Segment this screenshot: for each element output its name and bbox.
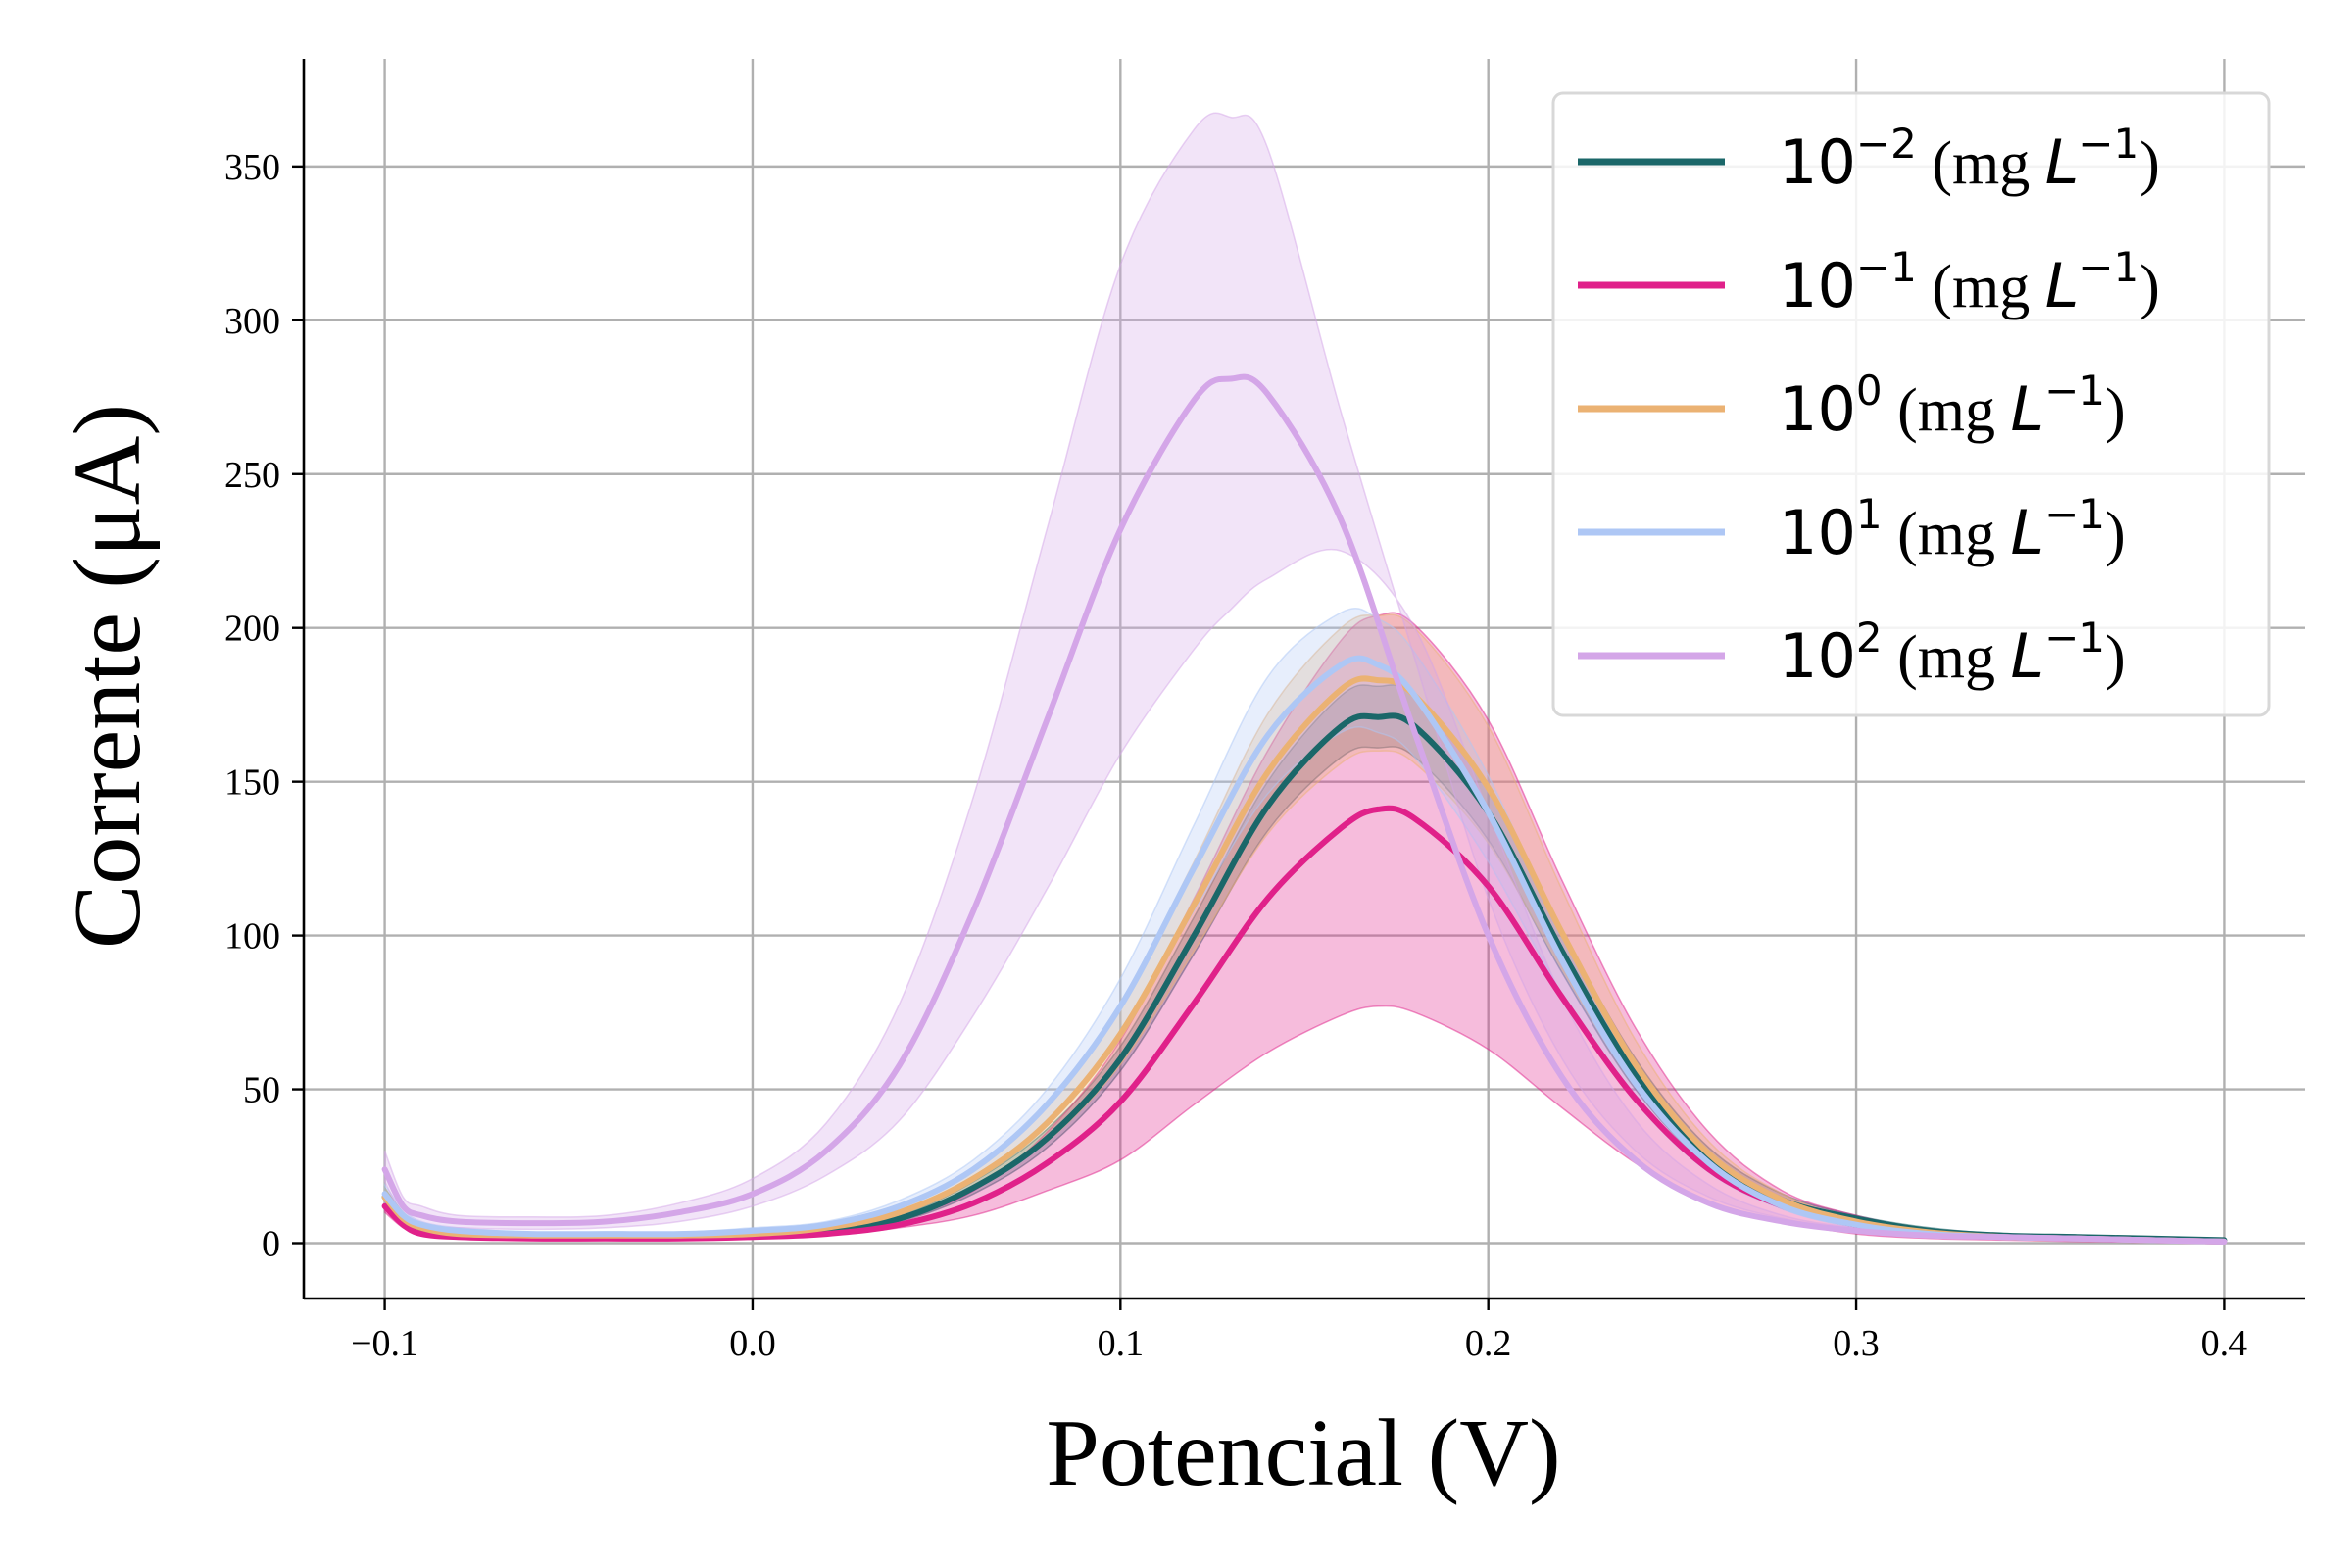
- axes: [302, 59, 2305, 1300]
- series-lines: [381, 373, 2228, 1245]
- x-tick-label-4: 0.3: [1833, 1323, 1880, 1364]
- y-tick-label-4: 200: [224, 609, 280, 650]
- legend-label-1: 10−1 (mg L−1): [1779, 243, 2160, 321]
- legend-label-2: 100 (mg L−1): [1779, 367, 2126, 445]
- y-tick-label-0: 0: [262, 1223, 280, 1264]
- y-ticks: 0 50 100 150 200 250 300 350: [224, 147, 304, 1264]
- line-series-4: [381, 373, 2228, 1245]
- legend-box: [1551, 91, 2271, 717]
- y-axis-label: Corrente (μA): [55, 404, 161, 949]
- y-tick-label-3: 150: [224, 762, 280, 804]
- legend-label-3: 101 (mg L−1): [1779, 490, 2126, 568]
- y-tick-label-2: 100: [224, 916, 280, 957]
- x-tick-label-0: −0.1: [351, 1323, 418, 1364]
- y-tick-label-7: 350: [224, 147, 280, 188]
- y-tick-label-1: 50: [243, 1070, 280, 1111]
- legend-label-4: 102 (mg L−1): [1779, 613, 2126, 692]
- x-ticks: −0.1 0.0 0.1 0.2 0.3 0.4: [351, 1298, 2247, 1364]
- x-tick-label-3: 0.2: [1465, 1323, 1512, 1364]
- x-tick-label-5: 0.4: [2201, 1323, 2248, 1364]
- x-tick-label-2: 0.1: [1098, 1323, 1145, 1364]
- legend: 10−2 (mg L−1) 10−1 (mg L−1) 100 (mg L−1) 10…: [1551, 91, 2271, 717]
- y-tick-label-6: 300: [224, 301, 280, 342]
- line-series-3: [381, 655, 2228, 1245]
- y-tick-label-5: 250: [224, 455, 280, 496]
- legend-label-0: 10−2 (mg L−1): [1779, 120, 2160, 198]
- x-axis-label: Potencial (V): [1046, 1400, 1560, 1506]
- x-tick-label-1: 0.0: [729, 1323, 776, 1364]
